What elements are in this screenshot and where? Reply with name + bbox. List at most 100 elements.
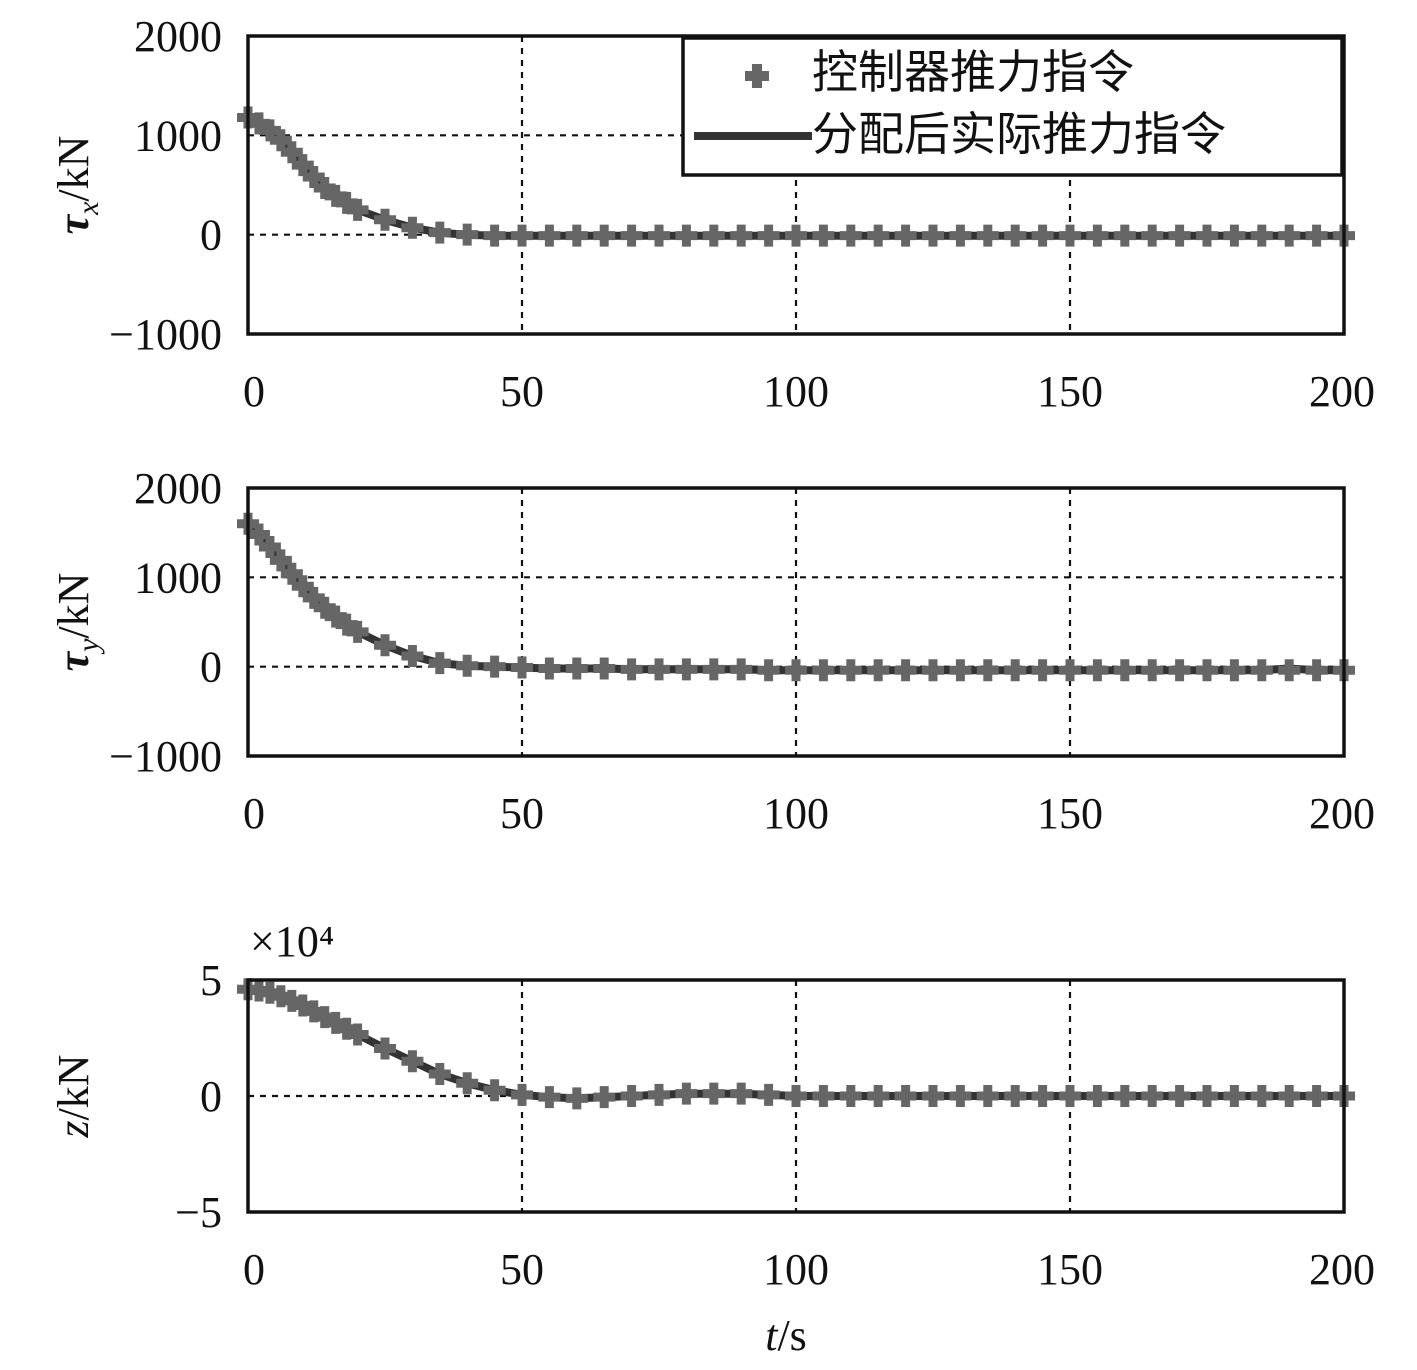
marker-point	[565, 1087, 588, 1110]
x-axis-label-unit: /s	[777, 1311, 806, 1360]
marker-point	[346, 198, 369, 221]
x-tick-label: 200	[1309, 367, 1375, 416]
marker-point	[346, 1023, 369, 1046]
marker-point	[1196, 224, 1218, 247]
y-tick-label: −1000	[109, 310, 222, 359]
marker-point	[620, 224, 643, 247]
marker-point	[894, 1085, 917, 1107]
marker-point	[1113, 224, 1136, 247]
marker-point	[374, 1037, 396, 1060]
marker-point	[922, 659, 944, 682]
marker-point	[324, 184, 347, 207]
y-tick-label: 0	[200, 1072, 222, 1121]
marker-point	[702, 1082, 725, 1105]
marker-point	[1223, 224, 1246, 247]
marker-point	[702, 224, 725, 247]
y-axis-label: τx/kN	[49, 136, 105, 235]
x-tick-label: 100	[763, 1245, 829, 1294]
marker-point	[280, 989, 303, 1012]
y-tick-label: 5	[200, 956, 222, 1005]
marker-point	[757, 1083, 780, 1106]
x-tick-label: 100	[763, 367, 829, 416]
marker-point	[976, 1085, 999, 1107]
axes-frame	[246, 978, 1346, 1214]
marker-point	[538, 657, 561, 680]
marker-point	[785, 659, 807, 682]
marker-point	[456, 223, 479, 246]
y-axis-label: z/kN	[49, 1054, 98, 1138]
y-axis-label-unit: /kN	[49, 136, 98, 202]
panel-2: 0 50 100 150 200 −1000 0 1000 2000 τy/kN	[49, 464, 1375, 838]
marker-point	[456, 654, 479, 677]
axes-frame	[246, 486, 1346, 758]
marker-point	[1086, 659, 1109, 682]
marker-point	[812, 224, 835, 247]
y-axis-label: τy/kN	[49, 573, 105, 672]
marker-point	[511, 656, 533, 679]
marker-point	[620, 658, 643, 681]
marker-point	[1031, 224, 1054, 247]
marker-point	[258, 119, 281, 142]
marker-point	[269, 549, 292, 572]
marker-point	[291, 575, 314, 598]
marker-point	[949, 659, 972, 682]
marker-point	[1223, 1085, 1246, 1107]
legend-box	[681, 36, 1344, 177]
marker-point	[730, 1082, 753, 1105]
marker-point	[291, 154, 314, 177]
marker-point	[1168, 1085, 1191, 1107]
y-axis-label-symbol: τ	[49, 213, 98, 234]
marker-point	[401, 216, 424, 239]
marker-point	[812, 1085, 835, 1107]
panel-1: 0 50 100 150 200 −1000 0 1000 2000 τx/kN 控制器推力指令分配…	[49, 12, 1375, 416]
marker-point	[280, 562, 303, 585]
marker-point	[1250, 659, 1273, 682]
marker-point	[428, 1062, 451, 1085]
marker-point	[1004, 224, 1027, 247]
x-tick-label: 150	[1037, 789, 1103, 838]
marker-point	[593, 657, 616, 680]
marker-point	[839, 1085, 862, 1107]
marker-point	[839, 224, 862, 247]
y-axis-label-symbol: τ	[49, 650, 98, 671]
marker-point	[1278, 1085, 1301, 1107]
marker-point	[593, 1086, 616, 1109]
y-axis-label-unit: /kN	[49, 573, 98, 639]
marker-point	[346, 620, 369, 643]
marker-point	[1113, 1085, 1136, 1107]
marker-point	[324, 605, 347, 628]
series-markers-controller	[237, 106, 1355, 247]
marker-point	[949, 224, 972, 247]
marker-point	[291, 994, 314, 1017]
marker-point	[483, 1079, 506, 1102]
marker-point	[894, 659, 917, 682]
marker-point	[324, 1011, 347, 1034]
marker-point	[1059, 1085, 1081, 1107]
x-tick-label: 200	[1309, 789, 1375, 838]
x-tick-label: 150	[1037, 367, 1103, 416]
x-tick-label: 0	[243, 1245, 265, 1294]
marker-point	[313, 596, 336, 619]
marker-point	[538, 1086, 561, 1109]
marker-point	[1113, 659, 1136, 682]
panel-3: 0 50 100 150 200 −5 0 5 z/kN ×10⁴ t/s	[49, 917, 1375, 1360]
marker-point	[511, 1083, 533, 1106]
marker-point	[374, 208, 396, 231]
marker-point	[456, 1072, 479, 1095]
marker-point	[1305, 1085, 1328, 1107]
x-tick-label: 50	[500, 789, 544, 838]
marker-point	[1305, 224, 1328, 247]
marker-point	[1305, 659, 1328, 682]
marker-point	[565, 224, 588, 247]
marker-point	[648, 224, 670, 247]
marker-point	[675, 224, 698, 247]
marker-point	[1141, 659, 1164, 682]
marker-point	[1086, 224, 1109, 247]
marker-point	[401, 644, 424, 667]
marker-point	[247, 112, 270, 135]
marker-point	[374, 634, 396, 657]
marker-point	[247, 523, 270, 546]
x-tick-label: 50	[500, 1245, 544, 1294]
marker-point	[428, 221, 451, 244]
